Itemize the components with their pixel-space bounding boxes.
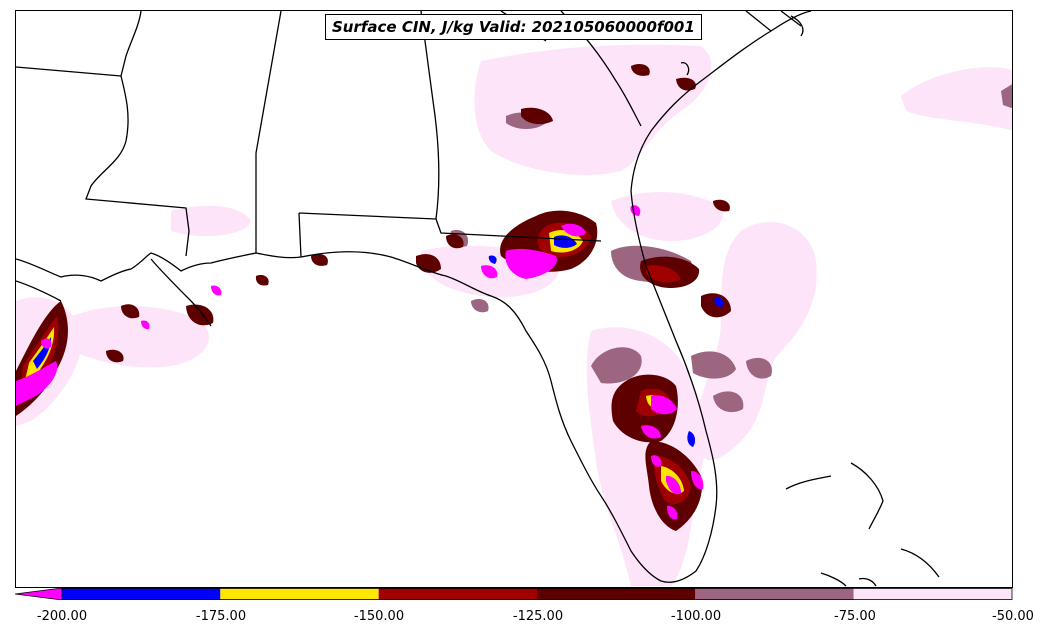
colorbar-bin [220, 588, 379, 600]
colorbar-tick-label: -150.00 [353, 609, 405, 624]
colorbar-tick-label: -75.00 [834, 609, 876, 624]
colorbar-bin [537, 588, 696, 600]
colorbar-tick-label: -175.00 [195, 609, 247, 624]
colorbar-bin [853, 588, 1012, 600]
colorbar [15, 588, 1013, 600]
cin-map [16, 11, 1012, 587]
cin-mauve-fields [450, 84, 1012, 413]
colorbar-under-arrow [15, 588, 63, 600]
colorbar-bin [378, 588, 537, 600]
colorbar-tick-label: -50.00 [992, 609, 1034, 624]
cin-magenta-fields [16, 205, 704, 520]
colorbar-bin [695, 588, 854, 600]
colorbar-outline [61, 588, 1013, 600]
colorbar-tick-label: -200.00 [36, 609, 88, 624]
colorbar-bin [62, 588, 221, 600]
colorbar-tick-label: -125.00 [512, 609, 564, 624]
map-title: Surface CIN, J/kg Valid: 202105060000f00… [325, 14, 702, 40]
coastlines-and-borders [16, 11, 940, 587]
colorbar-tick-label: -100.00 [670, 609, 722, 624]
map-panel [15, 10, 1013, 588]
